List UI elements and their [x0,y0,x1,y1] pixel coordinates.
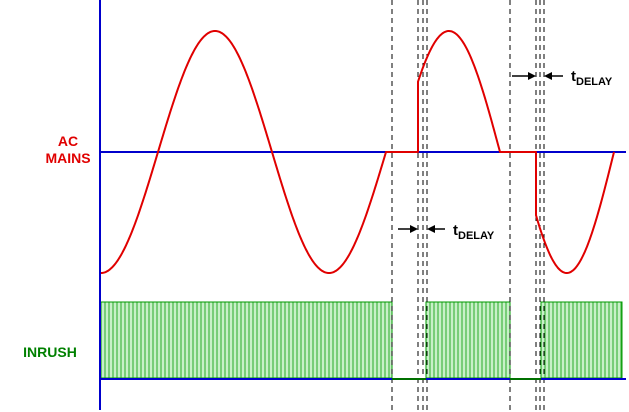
inrush-hatch-lines [104,302,622,378]
inrush-pulse-3 [540,301,623,379]
arrow-right-icon [528,72,536,80]
arrow-right-icon [410,225,418,233]
tdelay-label-upper: tDELAY [571,68,613,88]
ac-mains-label-line2: MAINS [45,150,90,166]
inrush-label: INRUSH [23,344,77,360]
inrush-pulses [100,301,623,379]
guide-lines [391,0,545,412]
ac-mains-label-line1: AC [58,133,78,149]
arrow-left-icon [427,225,435,233]
tdelay-marker-upper: tDELAY [512,68,613,88]
inrush-pulse-1 [100,301,393,379]
tdelay-main: t [453,222,458,239]
tdelay-label-lower: tDELAY [453,222,495,242]
inrush-pulse-2 [425,301,511,379]
tdelay-main: t [571,68,576,85]
ac-mains-waveform [101,30,615,274]
tdelay-marker-lower: tDELAY [398,222,495,242]
axes [99,0,626,410]
arrow-left-icon [544,72,552,80]
tdelay-subscript: DELAY [576,76,613,88]
tdelay-subscript: DELAY [458,230,495,242]
